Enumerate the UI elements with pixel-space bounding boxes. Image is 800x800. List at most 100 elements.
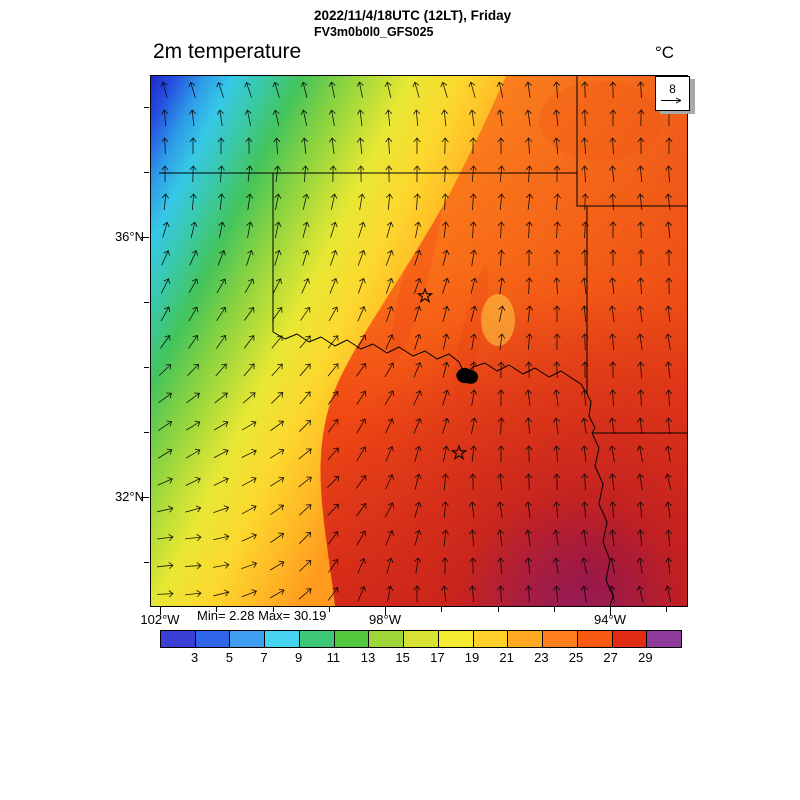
wind-arrow (414, 529, 422, 546)
wind-arrow (243, 363, 255, 377)
colorbar-tick-label: 29 (638, 650, 653, 665)
colorbar (160, 630, 682, 648)
wind-reference-value: 8 (669, 81, 676, 96)
wind-arrow (497, 557, 505, 575)
wind-arrow (469, 501, 477, 518)
wind-arrow (385, 193, 393, 210)
wind-arrow (384, 362, 395, 378)
wind-arrow (184, 562, 202, 570)
wind-arrow (497, 389, 505, 407)
wind-arrow (637, 109, 645, 127)
wind-arrow (185, 476, 201, 486)
wind-arrow (271, 335, 283, 349)
wind-arrow (218, 221, 226, 238)
wind-arrow (413, 585, 421, 603)
wind-arrow (553, 165, 561, 182)
wind-arrow (357, 558, 366, 574)
wind-arrow (525, 137, 533, 155)
wind-arrow (665, 277, 673, 295)
wind-arrow (442, 445, 450, 462)
wind-arrow (299, 531, 312, 544)
wind-arrow (271, 363, 283, 377)
wind-arrow (553, 305, 561, 323)
wind-arrow (188, 81, 196, 98)
wind-arrow (552, 557, 560, 574)
wind-arrow (664, 473, 672, 490)
wind-arrow (636, 305, 644, 322)
wind-arrow (300, 109, 308, 126)
wind-arrow (609, 501, 617, 519)
wind-arrow (161, 193, 169, 211)
wind-arrow (553, 333, 561, 351)
wind-arrow (552, 417, 560, 434)
wind-arrow (470, 389, 478, 406)
wind-arrow (384, 81, 392, 98)
wind-arrow (665, 221, 673, 239)
x-axis-tick (441, 607, 442, 612)
wind-arrow (188, 278, 199, 294)
wind-arrow (469, 221, 477, 239)
wind-arrow (553, 137, 561, 155)
wind-arrow (413, 109, 421, 127)
wind-arrow (414, 473, 422, 490)
river-border (272, 331, 588, 395)
wind-arrow (442, 389, 450, 406)
wind-arrow (189, 250, 198, 266)
wind-arrow (357, 165, 365, 183)
wind-arrow (385, 109, 393, 127)
wind-arrow (497, 165, 505, 183)
wind-arrow (440, 81, 448, 98)
x-tick-label-98w: 98°W (369, 612, 401, 627)
colorbar-tick-label: 23 (534, 650, 549, 665)
wind-arrow (413, 277, 422, 294)
y-axis-tick (144, 107, 149, 108)
wind-arrow (637, 193, 645, 210)
wind-arrow (216, 81, 224, 98)
wind-arrow (213, 448, 229, 459)
wind-arrow (161, 165, 169, 183)
wind-arrow (328, 109, 336, 126)
wind-arrow (442, 417, 450, 434)
y-axis-tick (141, 237, 149, 238)
wind-arrow (552, 389, 560, 406)
wind-arrow (272, 109, 280, 126)
y-axis-tick (144, 367, 149, 368)
wind-arrow (637, 501, 645, 519)
wind-arrow (270, 391, 284, 404)
wind-arrow (609, 137, 617, 155)
wind-arrow (327, 447, 339, 461)
header-date: 2022/11/4/18UTC (12LT), Friday (314, 8, 512, 23)
cold-air-sector (151, 76, 506, 606)
warm-spot (481, 294, 515, 346)
wind-arrow (497, 193, 505, 211)
wind-arrow (216, 278, 227, 294)
wind-arrow (636, 445, 644, 462)
wind-arrow (242, 392, 256, 404)
star-marker (416, 287, 434, 304)
state-borders (159, 76, 687, 606)
wind-arrow (327, 419, 339, 433)
wind-arrow (274, 193, 282, 210)
wind-arrow (160, 306, 171, 322)
map-frame (150, 75, 688, 607)
wind-arrow (269, 560, 285, 571)
wind-arrow (185, 590, 202, 598)
wind-arrow (664, 585, 672, 602)
wind-arrow (497, 137, 505, 155)
y-axis-tick (144, 562, 149, 563)
wind-arrow (609, 529, 617, 546)
wind-arrow (470, 333, 478, 350)
wind-arrow (274, 249, 282, 266)
wind-arrow (581, 277, 588, 294)
wind-arrow (469, 585, 477, 603)
colorbar-tick-label: 13 (360, 650, 376, 665)
wind-arrow (468, 109, 476, 126)
wind-arrow (157, 505, 174, 513)
wind-arrow (161, 278, 171, 294)
wind-arrow (441, 501, 449, 519)
wind-arrow (356, 334, 367, 350)
wind-arrow (273, 137, 281, 155)
chart-title: 2m temperature (153, 40, 302, 63)
wind-arrow (299, 363, 311, 377)
wind-arrow (301, 278, 310, 294)
